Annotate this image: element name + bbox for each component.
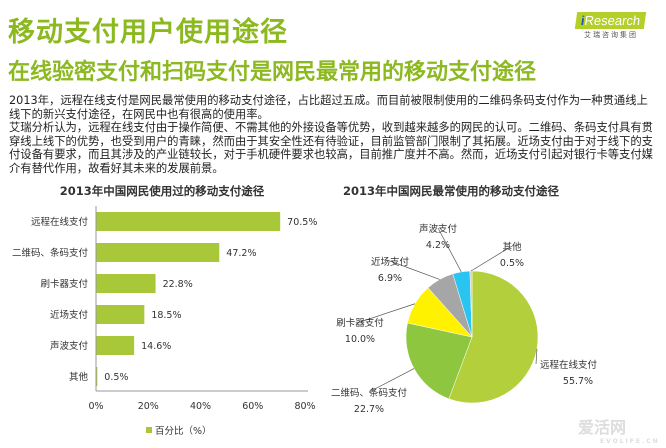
pie-value-label: 0.5% [500,258,524,269]
bar [96,243,220,262]
pie-category-label: 近场支付 [371,256,410,268]
pie-slice [448,270,539,404]
pie-value-label: 10.0% [345,334,375,345]
legend-label: 百分比（%） [155,425,212,437]
paragraph: 艾瑞分析认为，远程在线支付由于操作简便、不需其他的外接设备等优势，收到越来越多的… [9,121,653,175]
body-text: 2013年，远程在线支付是网民最常使用的移动支付途径，占比超过五成。而目前被限制… [9,94,659,176]
x-tick-label: 40% [190,401,211,412]
bar-category-label: 二维码、条码支付 [12,247,89,259]
pie-category-label: 其他 [502,241,522,253]
x-tick-label: 60% [242,401,263,412]
page-title: 移动支付用户使用途径 [8,17,288,48]
bar [96,212,281,231]
pie-chart-title: 2013年中国网民最常使用的移动支付途径 [343,184,560,198]
iresearch-logo: iResearch 艾瑞咨询集团 [568,10,654,40]
pie-category-label: 声波支付 [419,223,458,235]
bar [96,367,98,386]
legend-swatch [146,427,152,433]
bar-category-label: 声波支付 [50,340,89,352]
bar-category-label: 刷卡器支付 [40,278,88,290]
pie-value-label: 4.2% [426,240,450,251]
page-subtitle: 在线验密支付和扫码支付是网民最常用的移动支付途径 [8,60,537,85]
bar [96,274,156,293]
bar-chart-title: 2013年中国网民使用过的移动支付途径 [60,184,265,198]
bar-category-label: 其他 [69,371,89,383]
bar-category-label: 近场支付 [50,309,89,321]
bar-value-label: 0.5% [104,372,128,383]
pie-value-label: 6.9% [378,273,402,284]
bar-value-label: 18.5% [151,310,181,321]
watermark: 爱活网 EVOLIFE.CN [578,414,660,445]
bar-category-label: 远程在线支付 [31,216,89,228]
leader-line [389,260,440,280]
pie-slice [469,270,473,338]
bar-value-label: 70.5% [287,217,317,228]
bar [96,305,145,324]
x-tick-label: 20% [138,401,159,412]
leader-line [359,303,416,323]
watermark-text: 爱活网 [578,418,627,437]
bar-value-label: 47.2% [226,248,256,259]
leader-line [437,227,462,273]
pie-value-label: 55.7% [563,376,593,387]
paragraph: 2013年，远程在线支付是网民最常使用的移动支付途径，占比超过五成。而目前被限制… [9,94,648,121]
pie-category-label: 远程在线支付 [540,359,598,371]
pie-category-label: 刷卡器支付 [336,317,384,329]
x-tick-label: 0% [88,401,103,412]
bar-value-label: 22.8% [163,279,193,290]
leader-line [368,368,415,393]
watermark-sub: EVOLIFE.CN [600,438,660,445]
bar [96,336,135,355]
x-tick-label: 80% [294,401,315,412]
pie-category-label: 二维码、条码支付 [331,387,408,399]
bar-value-label: 14.6% [141,341,171,352]
pie-slice [405,322,473,400]
leader-line [470,245,513,272]
pie-value-label: 22.7% [354,404,384,415]
leader-line [535,348,538,365]
